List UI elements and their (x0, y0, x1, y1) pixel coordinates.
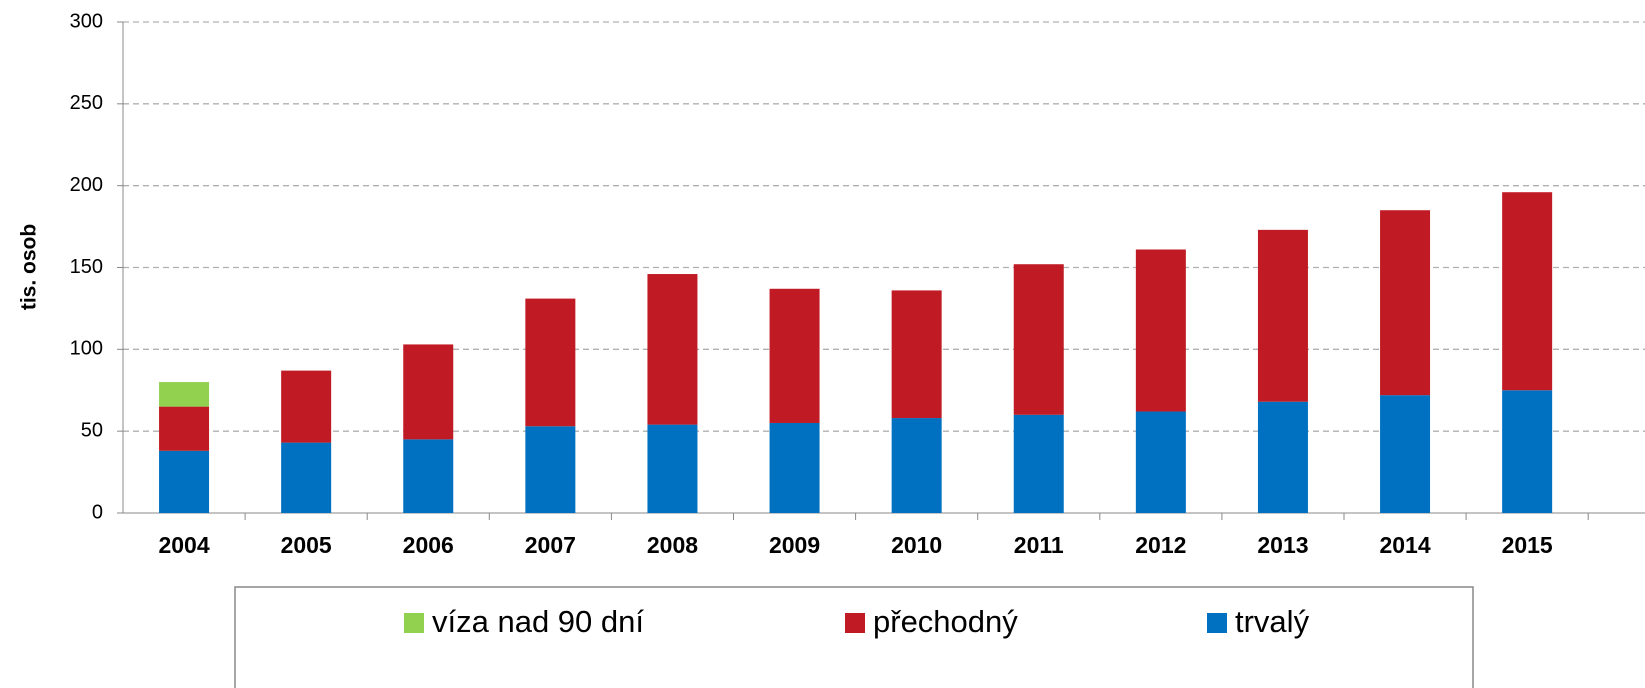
bar-segment (1380, 395, 1431, 513)
bar-segment (1502, 192, 1553, 391)
bar-segment (1135, 411, 1186, 513)
bar-segment (1502, 390, 1553, 513)
bar-segment (647, 424, 698, 513)
x-tick-label: 2009 (769, 532, 820, 558)
bar-segment (403, 439, 454, 513)
bar-segment (891, 290, 942, 419)
y-tick-label: 100 (70, 338, 103, 360)
bar-segment (403, 344, 454, 440)
legend-label: trvalý (1235, 604, 1310, 639)
bar-segment (281, 442, 332, 513)
bar-segment (1257, 229, 1308, 402)
bar-segment (1013, 414, 1064, 513)
bar-segment (769, 422, 820, 513)
bar-segment (525, 426, 576, 513)
bar-segment (281, 370, 332, 443)
legend-swatch (1207, 613, 1227, 633)
x-tick-label: 2011 (1014, 532, 1064, 558)
bar-segment (769, 288, 820, 423)
y-tick-label: 200 (70, 174, 103, 196)
bar-segment (1257, 401, 1308, 513)
bar-segment (891, 418, 942, 513)
x-tick-label: 2014 (1379, 532, 1430, 558)
y-tick-label: 50 (81, 419, 103, 441)
bar-segment (159, 406, 210, 451)
x-tick-label: 2010 (891, 532, 942, 558)
x-tick-label: 2012 (1135, 532, 1186, 558)
bar-segment (1013, 264, 1064, 415)
x-tick-label: 2004 (158, 532, 209, 558)
x-tick-label: 2013 (1257, 532, 1308, 558)
legend-swatch (845, 613, 865, 633)
legend-label: přechodný (873, 604, 1018, 639)
y-tick-label: 0 (92, 501, 103, 523)
x-tick-label: 2006 (403, 532, 454, 558)
x-tick-label: 2008 (647, 532, 698, 558)
legend-swatch (404, 613, 424, 633)
bar-segment (159, 450, 210, 513)
legend-label: víza nad 90 dní (432, 604, 644, 639)
bar-segment (1135, 249, 1186, 412)
bar-segment (525, 298, 576, 427)
x-tick-label: 2007 (525, 532, 576, 558)
x-tick-label: 2005 (281, 532, 332, 558)
bar-segment (159, 382, 210, 407)
x-tick-label: 2015 (1502, 532, 1553, 558)
bar-segment (647, 274, 698, 425)
y-axis-label: tis. osob (18, 224, 41, 310)
y-tick-label: 150 (70, 256, 103, 278)
bar-segment (1380, 210, 1431, 396)
y-tick-label: 300 (70, 10, 103, 32)
y-tick-label: 250 (70, 92, 103, 114)
legend-box (234, 586, 1474, 688)
